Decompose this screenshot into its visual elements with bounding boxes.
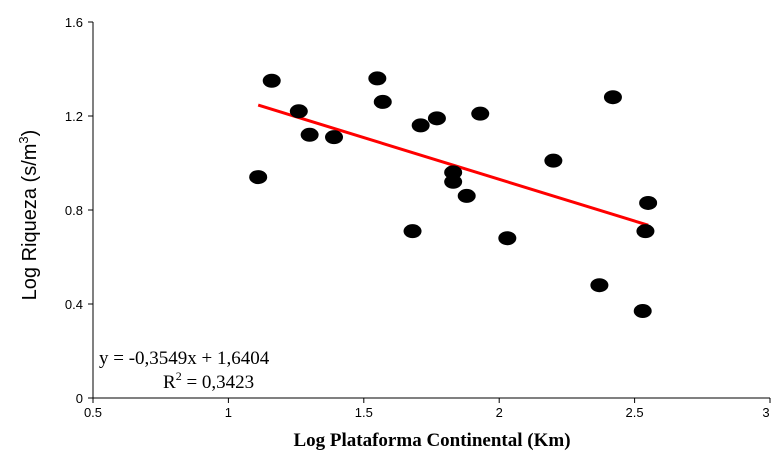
data-point (373, 94, 392, 109)
data-point (289, 104, 308, 119)
y-tick-label: 0 (76, 391, 83, 406)
data-points (249, 71, 658, 319)
data-point (471, 106, 490, 121)
data-point (249, 170, 268, 185)
data-point (444, 174, 463, 189)
y-tick-label: 0.8 (65, 203, 83, 218)
y-tick-label: 1.6 (65, 15, 83, 30)
data-point (300, 127, 319, 142)
data-point (603, 90, 622, 105)
x-tick-label: 0.5 (84, 405, 102, 420)
data-point (368, 71, 387, 86)
x-tick-label: 3 (762, 405, 769, 420)
data-point (590, 278, 609, 293)
data-point (427, 111, 446, 126)
x-tick-label: 2.5 (626, 405, 644, 420)
r-squared: R2 = 0,3423 (163, 369, 254, 393)
x-tick-label: 1 (225, 405, 232, 420)
data-point (636, 224, 655, 239)
y-axis-label: Log Riqueza (s/m3) (16, 130, 41, 301)
data-point (639, 195, 658, 210)
data-point (633, 304, 652, 319)
data-point (544, 153, 563, 168)
y-axis-ticks: 0 0.4 0.8 1.2 1.6 (65, 15, 93, 406)
data-point (403, 224, 422, 239)
data-point (262, 73, 281, 88)
y-tick-label: 1.2 (65, 109, 83, 124)
regression-equation: y = -0,3549x + 1,6404 (99, 348, 270, 369)
x-axis-label: Log Plataforma Continental (Km) (293, 430, 570, 451)
x-axis-ticks: 0.5 1 1.5 2 2.5 3 (84, 398, 771, 420)
trendline (257, 103, 649, 227)
data-point (498, 231, 517, 246)
y-tick-label: 0.4 (65, 297, 83, 312)
x-tick-label: 1.5 (355, 405, 373, 420)
data-point (411, 118, 430, 133)
data-point (325, 130, 344, 145)
x-tick-label: 2 (496, 405, 503, 420)
data-point (457, 188, 476, 203)
